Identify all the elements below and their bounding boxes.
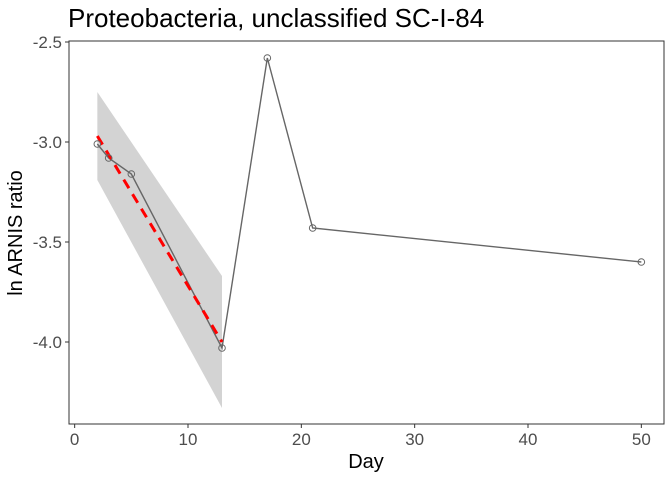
x-tick-label: 0 [70, 430, 79, 449]
y-tick-label: -4.0 [33, 333, 62, 352]
x-tick-label: 30 [405, 430, 424, 449]
x-tick-label: 20 [292, 430, 311, 449]
panel-border [68, 40, 665, 425]
x-tick-label: 40 [519, 430, 538, 449]
data-point [104, 154, 113, 162]
y-axis-label: ln ARNIS ratio [5, 170, 27, 296]
chart-title: Proteobacteria, unclassified SC-I-84 [68, 3, 484, 33]
plot-panel [68, 40, 665, 425]
data-point [637, 258, 646, 266]
data-point [93, 140, 102, 148]
fit-line [96, 135, 224, 343]
x-tick-label: 10 [179, 430, 198, 449]
data-point [218, 344, 226, 352]
x-axis-label: Day [348, 451, 384, 473]
confidence-band [97, 92, 222, 408]
data-point [127, 170, 136, 178]
data-point [308, 224, 317, 232]
y-tick-label: -3.5 [33, 233, 62, 252]
data-point [263, 54, 272, 62]
y-tick-label: -3.0 [33, 133, 62, 152]
x-tick-label: 50 [632, 430, 651, 449]
y-tick-label: -2.5 [33, 33, 62, 52]
series-line-0 [96, 57, 642, 351]
